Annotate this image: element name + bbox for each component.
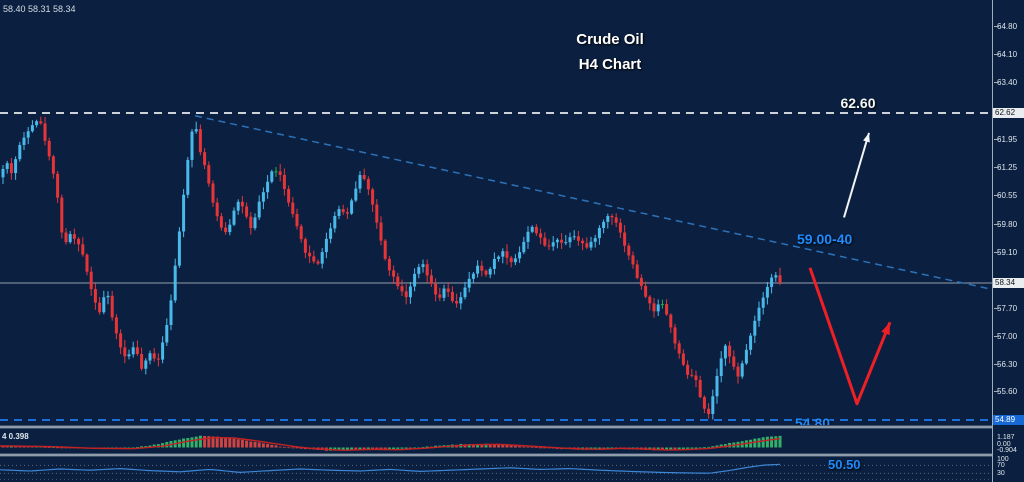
rsi-axis-label: 30 [997, 469, 1005, 477]
axis-tick-label: 61.25 [994, 163, 1017, 172]
oscillator-axis-label: 1.187 [997, 434, 1015, 441]
oscillator-axis-label: -0.904 [997, 446, 1017, 454]
axis-tick-label: 59.10 [994, 248, 1017, 257]
axis-tick-mark [994, 53, 999, 55]
oscillator-axis-label: 0.00 [997, 441, 1011, 448]
projection-arrow-zigzag [808, 267, 892, 406]
rsi-midline-label[interactable]: 50.50 [828, 457, 861, 472]
chart-subtitle: H4 Chart [578, 56, 642, 73]
axis-tick-label: 57.00 [994, 332, 1017, 341]
axis-tick-label: 57.70 [994, 304, 1017, 313]
rsi-line [0, 463, 781, 474]
oscillator-signal-line [0, 436, 781, 451]
axis-tick-mark [994, 81, 999, 83]
axis-tick-label: 55.60 [994, 387, 1017, 396]
axis-tick-mark [994, 25, 999, 27]
supply-zone-label[interactable]: 59.00-40 [797, 231, 853, 247]
level-lines [0, 112, 992, 421]
rsi-pane-canvas[interactable] [0, 457, 992, 482]
axis-tick-mark [994, 139, 999, 141]
axis-tick-mark [994, 307, 999, 309]
axis-tick-mark [994, 391, 999, 393]
pane-separator-upper[interactable] [0, 425, 992, 429]
axis-tick-label: 64.80 [994, 22, 1017, 31]
axis-tick-label: 56.30 [994, 360, 1017, 369]
pane-separator-lower[interactable] [0, 453, 992, 457]
axis-tick-label: 64.10 [994, 50, 1017, 59]
rsi-axis-label: 70 [997, 461, 1005, 469]
axis-tick-label: 60.55 [994, 191, 1017, 200]
candlestick-chart-canvas[interactable] [0, 0, 992, 425]
axis-price-tag: 54.89 [993, 415, 1024, 425]
rsi-axis-label: 100 [997, 455, 1009, 463]
oscillator-pane-canvas[interactable] [0, 429, 992, 453]
projection-arrow-up [843, 132, 870, 218]
chart-title: Crude Oil [576, 31, 644, 48]
price-axis[interactable]: 64.80 64.10 63.40 61.95 61.25 60.55 59.80 59.10… [992, 0, 1024, 482]
axis-tick-mark [994, 335, 999, 337]
oscillator-value-readout: 4 0.398 [2, 432, 29, 441]
axis-tick-label: 61.95 [994, 135, 1017, 144]
axis-tick-label: 63.40 [994, 78, 1017, 87]
axis-tick-mark [994, 224, 999, 226]
candles [1, 116, 782, 420]
axis-price-tag: 62.62 [993, 108, 1024, 118]
resistance-level-label[interactable]: 62.60 [840, 95, 876, 111]
axis-tick-mark [994, 166, 999, 168]
axis-tick-mark [994, 194, 999, 196]
ohlc-quote-readout: 58.40 58.31 58.34 [3, 4, 76, 14]
axis-price-tag: 58.34 [993, 277, 1024, 288]
axis-tick-mark [994, 363, 999, 365]
axis-tick-mark [994, 252, 999, 254]
axis-tick-label: 59.80 [994, 220, 1017, 229]
